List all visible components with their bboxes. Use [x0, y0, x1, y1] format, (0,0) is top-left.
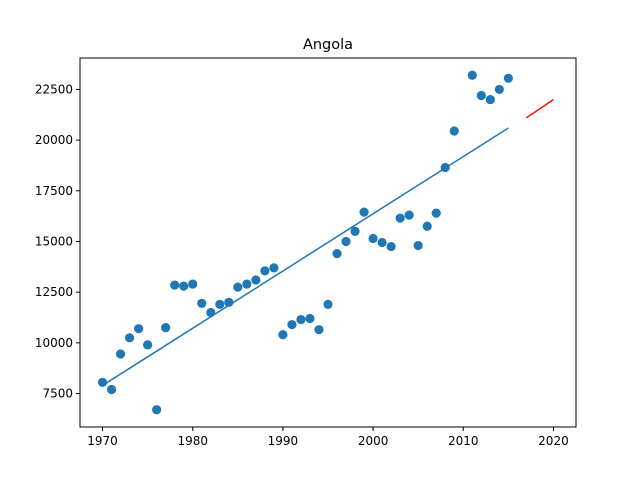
data-point [350, 226, 360, 236]
data-point [242, 279, 252, 289]
data-point [269, 263, 279, 273]
data-point [170, 280, 180, 290]
data-point [485, 94, 495, 105]
data-point [341, 236, 351, 247]
data-point [143, 340, 153, 350]
data-point [332, 249, 342, 259]
data-point [503, 73, 513, 83]
y-tick-label: 12500 [35, 285, 73, 299]
data-point [278, 330, 288, 340]
trend-line [102, 127, 509, 387]
data-point [431, 208, 441, 218]
x-tick-label: 2010 [448, 434, 479, 448]
data-point [323, 299, 333, 309]
data-point [106, 384, 117, 395]
y-tick-label: 17500 [35, 184, 73, 198]
data-point [413, 240, 423, 251]
data-point [233, 282, 243, 292]
y-tick-label: 7500 [42, 387, 73, 401]
x-axis: 1970 1980 1990 2000 2010 2020 [87, 427, 569, 448]
data-point [97, 377, 108, 387]
data-point [368, 233, 378, 244]
data-point [314, 325, 324, 335]
data-point [215, 299, 225, 309]
data-point [179, 281, 189, 291]
data-point [404, 210, 414, 220]
data-point [296, 314, 306, 325]
data-point [188, 279, 198, 289]
y-tick-label: 10000 [35, 336, 73, 350]
x-tick-label: 1970 [87, 434, 118, 448]
data-point [422, 221, 432, 231]
data-point [449, 126, 459, 136]
data-point [125, 333, 135, 343]
projection-line [525, 98, 554, 119]
y-tick-label: 22500 [35, 82, 73, 96]
x-tick-label: 2020 [538, 434, 569, 448]
data-point [197, 298, 207, 308]
data-point [206, 307, 216, 318]
data-point [395, 213, 405, 223]
data-point [476, 90, 486, 101]
data-point [305, 313, 315, 324]
y-tick-label: 20000 [35, 133, 73, 147]
data-point [251, 275, 261, 285]
chart-title: Angola [303, 37, 353, 53]
data-point [134, 324, 144, 334]
data-point [386, 241, 396, 252]
plot-area [97, 70, 554, 415]
data-point [377, 237, 387, 248]
data-point [260, 266, 270, 276]
data-point [152, 405, 162, 415]
x-tick-label: 1990 [268, 434, 299, 448]
data-point [359, 207, 369, 217]
data-point [494, 84, 504, 95]
data-point [287, 320, 297, 330]
data-point [467, 70, 477, 80]
x-tick-label: 2000 [358, 434, 389, 448]
axes-frame [79, 57, 577, 428]
y-axis: 7500 10000 12500 15000 17500 20000 22500 [35, 82, 80, 401]
data-point [115, 349, 126, 359]
data-point [161, 323, 171, 333]
x-tick-label: 1980 [177, 434, 208, 448]
y-tick-label: 15000 [35, 234, 73, 248]
